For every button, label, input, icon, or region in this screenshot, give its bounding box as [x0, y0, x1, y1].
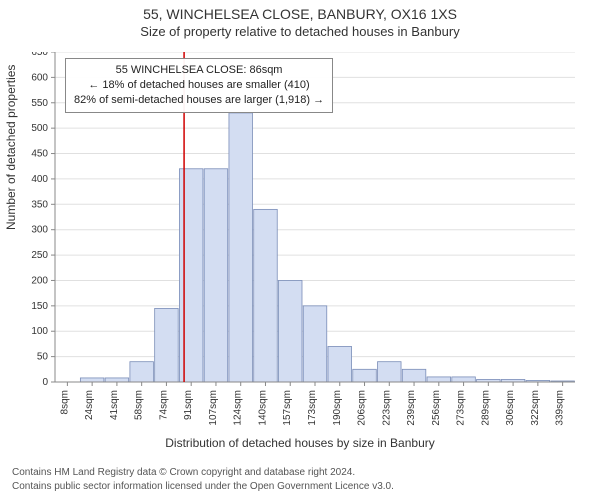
histogram-bar	[204, 169, 228, 382]
histogram-bar	[353, 369, 377, 382]
annotation-line-3: 82% of semi-detached houses are larger (…	[74, 93, 324, 108]
svg-text:239sqm: 239sqm	[406, 390, 417, 426]
footer-line-1: Contains HM Land Registry data © Crown c…	[12, 466, 394, 480]
svg-text:8sqm: 8sqm	[59, 390, 70, 414]
svg-text:273sqm: 273sqm	[456, 390, 467, 426]
svg-text:500: 500	[31, 123, 48, 134]
svg-text:58sqm: 58sqm	[134, 390, 145, 420]
svg-text:600: 600	[31, 72, 48, 83]
histogram-bar	[254, 209, 278, 382]
svg-text:400: 400	[31, 174, 48, 185]
svg-text:24sqm: 24sqm	[84, 390, 95, 420]
svg-text:107sqm: 107sqm	[208, 390, 219, 426]
svg-text:100: 100	[31, 326, 48, 337]
svg-text:0: 0	[42, 377, 48, 388]
x-axis-label: Distribution of detached houses by size …	[0, 436, 600, 450]
svg-text:300: 300	[31, 225, 48, 236]
histogram-bar	[452, 377, 476, 382]
svg-text:41sqm: 41sqm	[109, 390, 120, 420]
svg-text:350: 350	[31, 199, 48, 210]
histogram-bar	[303, 306, 327, 382]
svg-text:200: 200	[31, 275, 48, 286]
footer-line-2: Contains public sector information licen…	[12, 480, 394, 494]
svg-text:223sqm: 223sqm	[381, 390, 392, 426]
svg-text:450: 450	[31, 149, 48, 160]
svg-text:74sqm: 74sqm	[158, 390, 169, 420]
chart-footer: Contains HM Land Registry data © Crown c…	[12, 466, 394, 494]
svg-text:206sqm: 206sqm	[357, 390, 368, 426]
histogram-bar	[179, 169, 203, 382]
histogram-bar	[427, 377, 451, 382]
svg-text:322sqm: 322sqm	[530, 390, 541, 426]
svg-text:650: 650	[31, 52, 48, 58]
svg-text:124sqm: 124sqm	[233, 390, 244, 426]
chart-title: 55, WINCHELSEA CLOSE, BANBURY, OX16 1XS	[0, 6, 600, 22]
annotation-line-1: 55 WINCHELSEA CLOSE: 86sqm	[74, 63, 324, 78]
histogram-bar	[105, 378, 129, 382]
svg-text:306sqm: 306sqm	[505, 390, 516, 426]
svg-text:250: 250	[31, 250, 48, 261]
histogram-bar	[402, 369, 426, 382]
svg-text:140sqm: 140sqm	[257, 390, 268, 426]
histogram-bar	[328, 346, 352, 382]
histogram-bar	[278, 280, 302, 382]
svg-text:150: 150	[31, 301, 48, 312]
svg-text:173sqm: 173sqm	[307, 390, 318, 426]
svg-text:157sqm: 157sqm	[282, 390, 293, 426]
chart-area: 0501001502002503003504004505005506006508…	[55, 52, 575, 422]
histogram-bar	[378, 362, 402, 382]
marker-annotation-box: 55 WINCHELSEA CLOSE: 86sqm ← 18% of deta…	[65, 58, 333, 113]
svg-text:256sqm: 256sqm	[431, 390, 442, 426]
histogram-bar	[130, 362, 154, 382]
chart-title-block: 55, WINCHELSEA CLOSE, BANBURY, OX16 1XS …	[0, 0, 600, 39]
chart-subtitle: Size of property relative to detached ho…	[0, 24, 600, 39]
svg-text:550: 550	[31, 98, 48, 109]
annotation-line-2: ← 18% of detached houses are smaller (41…	[74, 78, 324, 93]
histogram-bar	[80, 378, 104, 382]
svg-text:289sqm: 289sqm	[480, 390, 491, 426]
svg-text:91sqm: 91sqm	[183, 390, 194, 420]
histogram-bar	[229, 113, 253, 382]
svg-text:339sqm: 339sqm	[555, 390, 566, 426]
svg-text:50: 50	[37, 352, 49, 363]
histogram-bar	[155, 308, 179, 382]
svg-text:190sqm: 190sqm	[332, 390, 343, 426]
